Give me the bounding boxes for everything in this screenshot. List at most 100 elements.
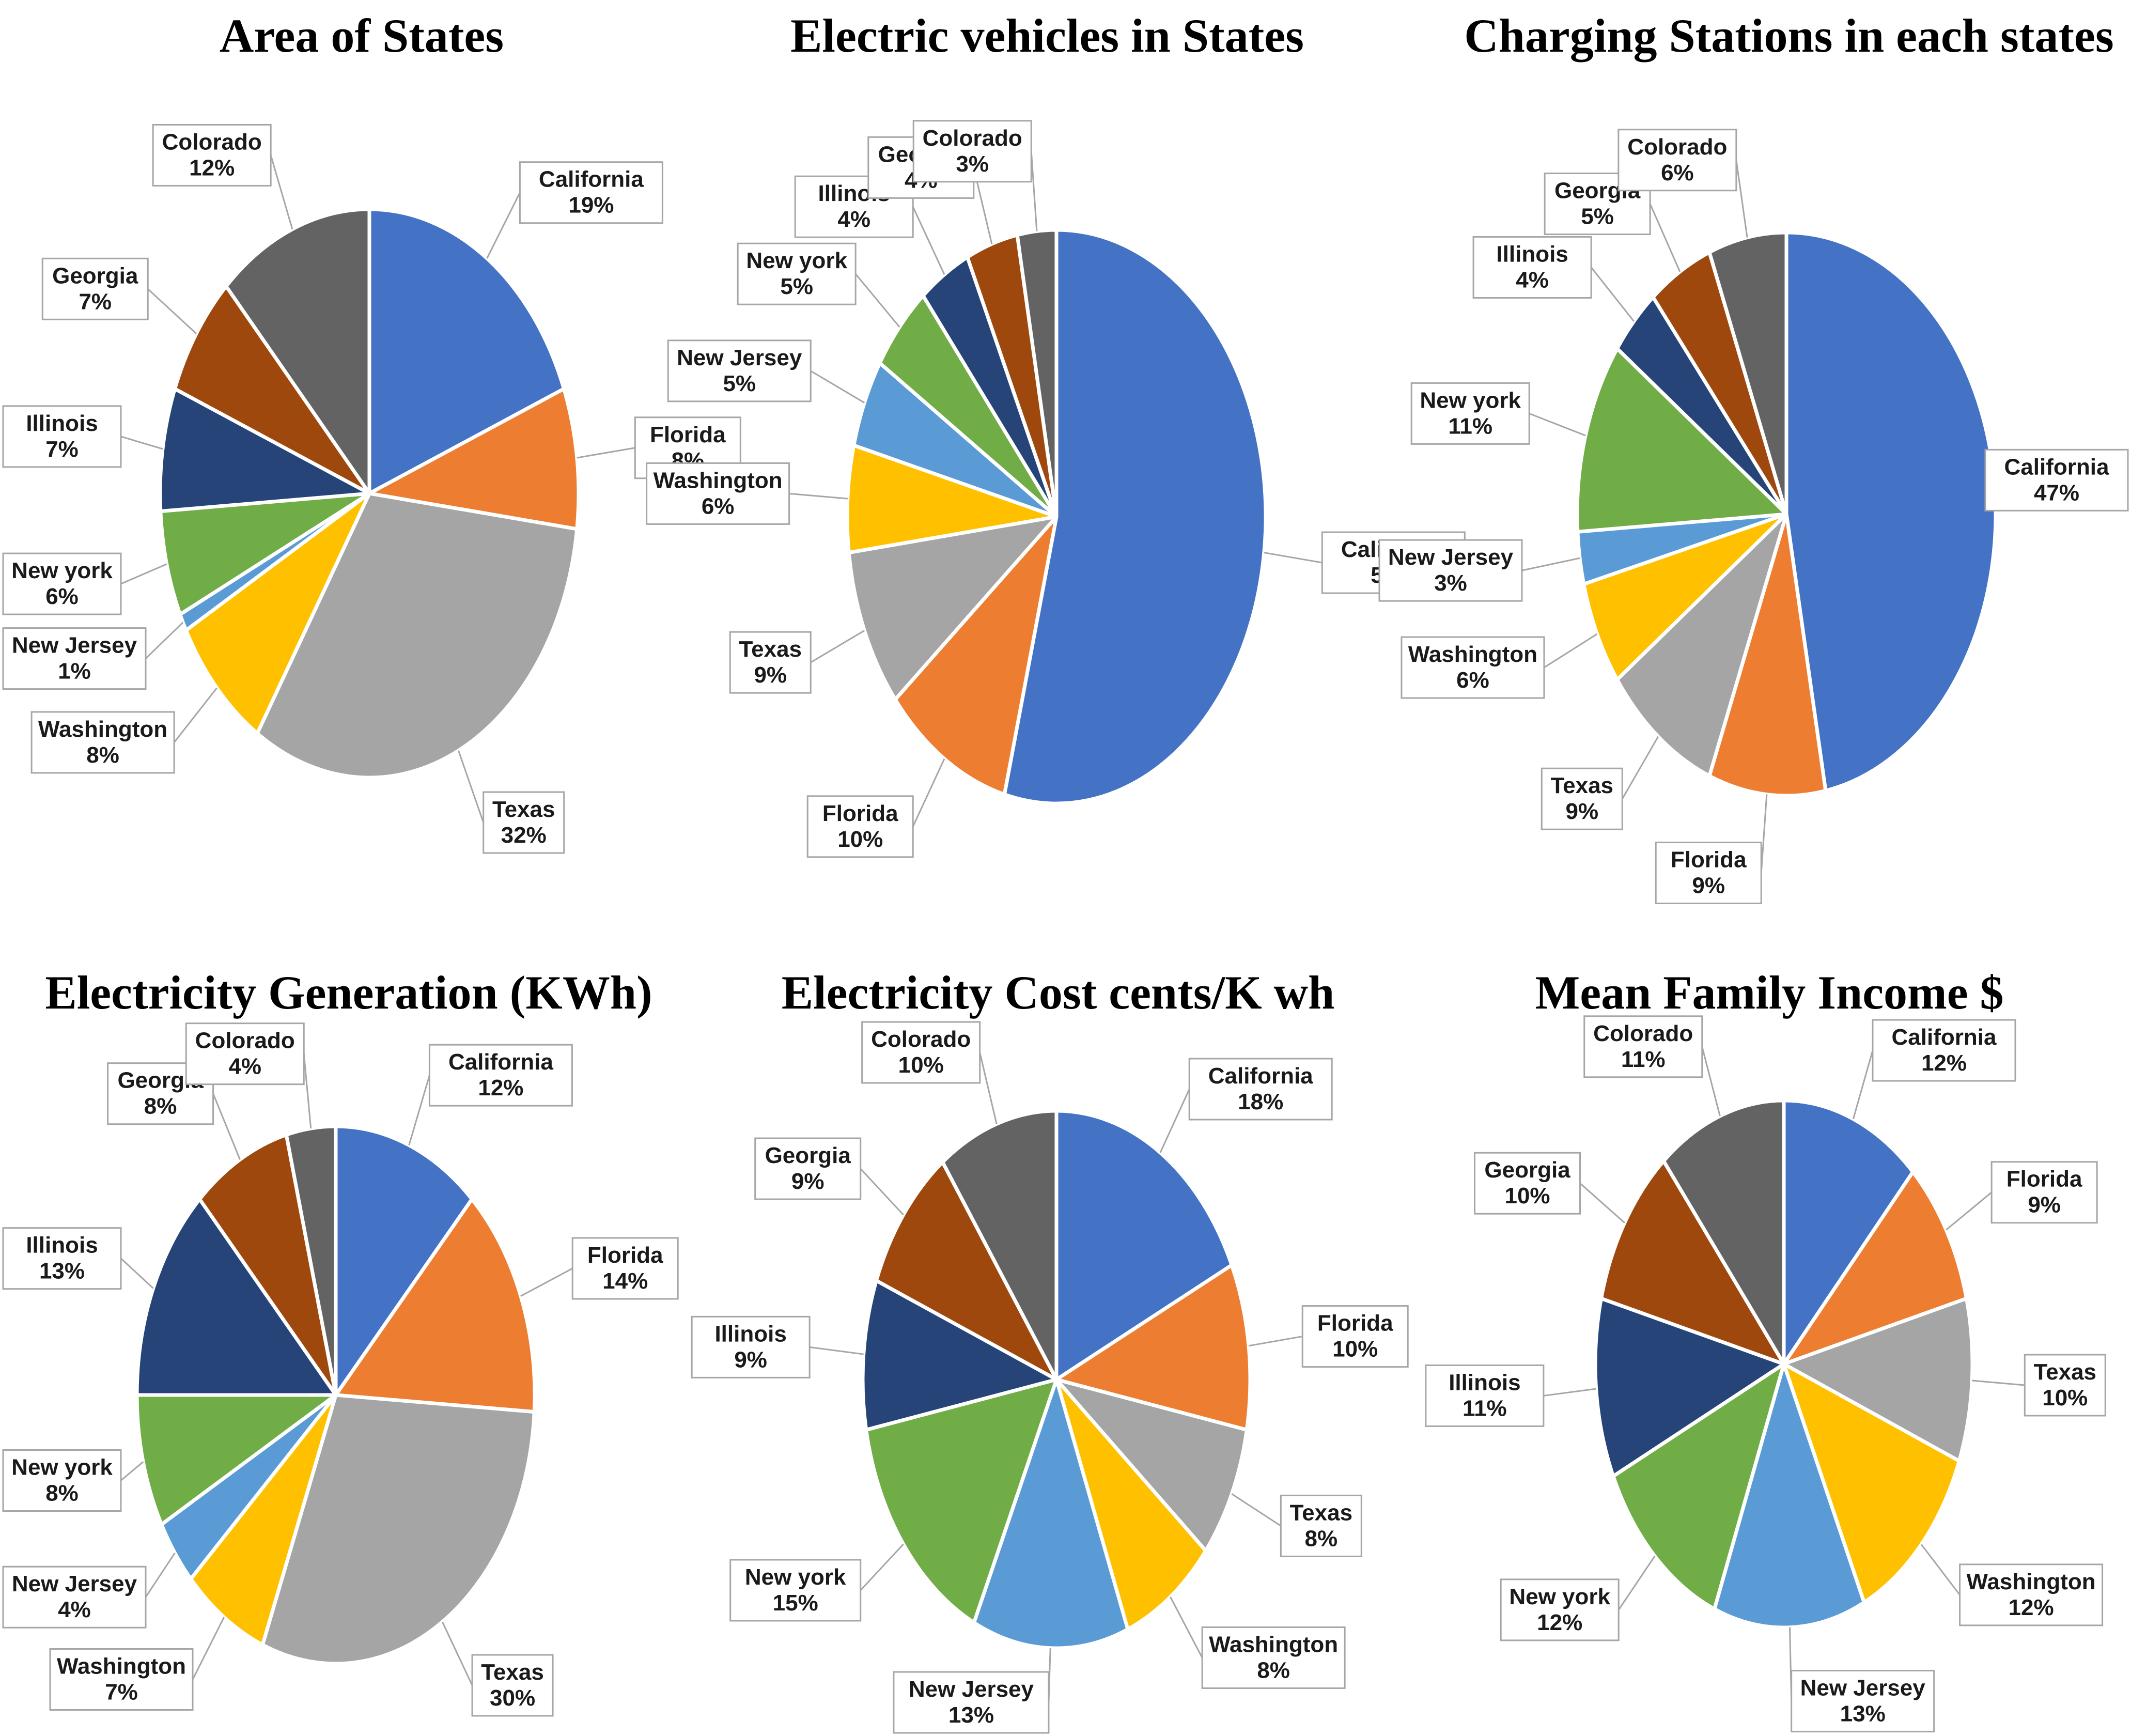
data-label-name-texas: Texas [1290,1500,1353,1525]
data-label-value-california: 12% [1921,1050,1967,1076]
leader-line-new-york [120,1461,144,1481]
data-label-box-california [1188,1058,1333,1121]
data-label-name-georgia: Georgia [1484,1157,1570,1183]
data-label-name-new-jersey: New Jersey [12,633,137,658]
data-label-name-new-york: New york [1509,1584,1610,1609]
pie-slice-washington [845,443,1059,555]
data-label-value-georgia: 7% [79,289,112,314]
pie-slice-colorado [1015,228,1059,519]
data-label-value-florida: 10% [1332,1337,1378,1362]
leader-line-washington [1920,1544,1961,1595]
data-label-value-washington: 7% [105,1680,138,1705]
data-label-value-georgia: 5% [1581,204,1614,229]
data-label-value-illinois: 9% [734,1347,767,1372]
data-label-name-florida: Florida [822,801,898,826]
data-label-value-new-jersey: 13% [948,1702,994,1728]
data-label-name-new-jersey: New Jersey [1800,1675,1926,1700]
data-label-box-colorado [185,1022,305,1086]
leader-line-washington [173,687,217,743]
data-label-name-florida: Florida [650,422,726,447]
data-label-value-colorado: 6% [1661,160,1694,185]
data-label-name-illinois: Illinois [714,1321,786,1346]
data-label-box-georgia [41,257,149,320]
data-label-box-texas [471,1654,554,1717]
leader-line-colorado [270,155,293,230]
data-label-value-texas: 9% [754,662,787,688]
pie-slice-florida [367,387,581,531]
data-label-value-colorado: 10% [898,1052,944,1078]
pie-slice-washington [1582,512,1788,681]
data-label-value-illinois: 4% [837,207,870,232]
pie-slice-washington [1054,1377,1208,1631]
data-label-box-texas [2024,1354,2106,1417]
leader-line-washington [789,492,848,500]
data-label-name-texas: Texas [1551,773,1614,798]
leader-line-colorado [979,1052,998,1124]
leader-line-colorado [303,1053,312,1129]
pie-slice-new-jersey [1713,1362,1866,1630]
pie-slice-new-york [159,491,371,616]
leader-line-california [1159,1089,1190,1153]
leader-line-illinois [120,436,163,450]
data-label-box-georgia [754,1137,862,1200]
leader-line-georgia [212,1093,241,1160]
data-label-value-new-jersey: 4% [58,1597,91,1622]
pie-slice-california [1782,1098,1915,1366]
leader-line-new-york [860,1543,904,1591]
data-label-name-georgia: Georgia [765,1143,851,1168]
data-label-value-new-york: 6% [45,584,79,609]
data-label-name-illinois: Illinois [26,411,98,436]
pie-slice-california [1054,1109,1234,1382]
data-label-box-texas [483,791,565,854]
data-label-value-washington: 8% [86,742,119,768]
data-label-value-texas: 30% [490,1685,535,1711]
data-label-value-new-jersey: 1% [58,659,91,684]
data-label-box-illinois [1472,236,1592,299]
data-label-name-colorado: Colorado [195,1028,295,1053]
leader-line-illinois [120,1258,154,1289]
data-label-value-new-jersey: 5% [723,371,756,396]
data-label-name-washington: Washington [654,468,783,493]
data-label-name-new-york: New york [746,248,847,273]
leader-line-new-york [1617,1555,1656,1610]
data-label-box-new-york [1500,1578,1620,1641]
data-label-name-california: California [539,167,644,192]
data-label-value-texas: 9% [1565,799,1598,824]
data-label-box-washington [1401,636,1545,699]
chart-title-cost: Electricity Cost cents/K wh [782,966,1335,1019]
chart-title-charging: Charging Stations in each states [1464,9,2113,62]
data-label-box-colorado [912,120,1032,183]
data-label-name-colorado: Colorado [923,126,1022,151]
data-label-name-colorado: Colorado [162,129,262,154]
data-label-name-california: California [448,1049,553,1075]
leader-line-new-jersey [810,370,865,404]
leader-line-new-york [1529,412,1586,437]
pie-slice-washington [1782,1362,1961,1604]
data-label-box-colorado [1617,129,1737,192]
data-label-name-new-jersey: New Jersey [1388,545,1514,570]
data-label-box-new-york [737,242,857,305]
pie-slice-colorado [1707,230,1788,516]
data-label-box-new-jersey [2,627,147,690]
data-label-value-new-york: 12% [1537,1610,1582,1635]
pie-slice-georgia [197,1133,338,1397]
data-label-name-illinois: Illinois [1496,241,1568,267]
data-label-box-new-jersey [1791,1669,1935,1732]
data-label-name-new-jersey: New Jersey [909,1677,1034,1702]
data-label-name-florida: Florida [1671,847,1747,873]
data-label-box-illinois [2,1227,122,1290]
pie-slice-illinois [135,1197,338,1397]
data-label-value-new-jersey: 3% [1434,570,1467,596]
leader-line-california [408,1075,430,1145]
data-label-box-new-york [2,552,122,615]
data-label-name-washington: Washington [38,717,167,742]
data-label-value-colorado: 11% [1621,1047,1666,1072]
leader-line-texas [1621,736,1659,799]
data-label-box-washington [1959,1563,2104,1626]
data-label-value-washington: 6% [702,493,735,519]
leader-line-florida [1760,794,1768,873]
leader-line-washington [1170,1596,1203,1659]
data-label-value-colorado: 12% [189,155,235,180]
data-label-value-washington: 12% [2009,1595,2054,1620]
data-label-value-washington: 8% [1257,1657,1290,1683]
